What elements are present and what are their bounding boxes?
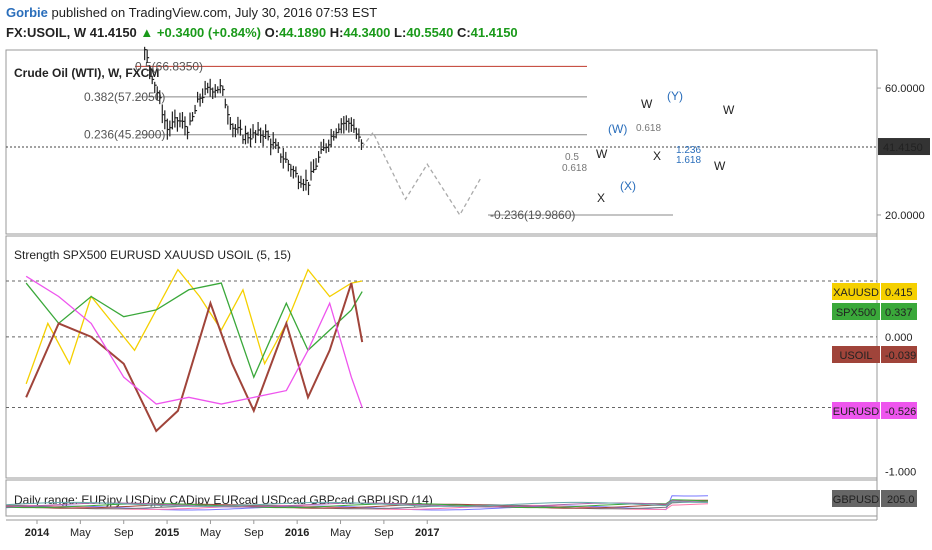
wave-label: W [641,97,653,111]
last-price-badge [878,138,930,156]
strength-series-spx500 [25,282,363,379]
time-axis-label: Sep [374,527,394,539]
series-value-label: 0.337 [885,307,913,319]
publish-text: published on TradingView.com, July 30, 2… [51,5,378,20]
time-axis-label: 2015 [155,527,179,539]
time-axis-label: Sep [244,527,264,539]
series-value-label: -0.526 [885,406,916,418]
symbol-label: FX:USOIL, W [6,25,87,40]
series-value-label: -0.039 [885,350,916,362]
fib-small-label: 1.618 [676,155,701,166]
last-value: 41.4150 [89,25,137,40]
fib-small-label: 0.5 [565,152,579,163]
up-arrow-icon: ▲ [140,25,154,40]
range-name-label: GBPUSD [833,494,880,506]
strength-axis-tick-label: 0.000 [885,332,913,344]
range-name-badge [832,490,880,507]
fib-small-label: 0.618 [636,123,661,134]
time-axis-label: 2017 [415,527,439,539]
projection-path [361,131,483,217]
low-value: 40.5540 [406,25,454,40]
wave-label: W [714,159,726,173]
range-value-label: 205.0 [887,494,915,506]
series-name-label: USOIL [839,350,872,362]
strength-series-xauusd [25,268,363,385]
fib-level-label: -0.236(19.9860) [490,208,575,222]
high-label: H: [329,25,344,40]
time-axis-label: May [200,527,221,539]
price-axis-tick-label: 20.0000 [885,210,925,222]
series-value-badge [881,303,917,320]
wave-label-blue: (W) [608,122,627,136]
series-value-badge [881,346,917,363]
strength-pane-border [5,235,878,479]
price-pane-title: Crude Oil (WTI), W, FXCM [14,66,159,80]
range-series-line [5,499,709,509]
series-name-label: XAUUSD [833,287,879,299]
fib-level-label: 0.382(57.2050) [84,90,165,104]
author-link[interactable]: Gorbie [6,5,48,20]
series-value-badge [881,283,917,300]
fib-level-label: 0.236(45.2900) [84,128,165,142]
price-axis-tick-label: 60.0000 [885,83,925,95]
time-axis-label: May [330,527,351,539]
series-name-badge [832,283,880,300]
strength-pane-title: Strength SPX500 EURUSD XAUUSD USOIL (5, … [14,248,291,262]
fib-small-label: 0.618 [562,163,587,174]
series-name-label: SPX500 [836,307,876,319]
series-value-badge [881,402,917,419]
fib-small-label: 1.236 [676,145,701,156]
change-value: +0.3400 (+0.84%) [156,25,261,40]
open-label: O: [264,25,280,40]
time-axis-label: 2016 [285,527,309,539]
strength-series-eurusd [25,275,363,408]
wave-label: W [723,103,735,117]
strength-series-usoil [25,282,364,433]
high-value: 44.3400 [343,25,391,40]
wave-label-blue: (X) [620,179,636,193]
strength-axis-tick-label: -1.000 [885,466,916,478]
time-axis-label: May [70,527,91,539]
wave-label-blue: (Y) [667,89,683,103]
range-series-line [5,501,708,507]
publish-header: Gorbie published on TradingView.com, Jul… [6,4,377,21]
close-value: 41.4150 [470,25,518,40]
open-value: 44.1890 [279,25,327,40]
time-axis-label: Sep [114,527,134,539]
wave-label: X [653,149,661,163]
wave-label: X [597,191,605,205]
time-axis-label: 2014 [25,527,50,539]
wave-label: W [596,147,608,161]
ohlc-bar: FX:USOIL, W 41.4150 ▲ +0.3400 (+0.84%) O… [6,25,518,40]
range-value-badge [881,490,917,507]
last-price-label: 41.4150 [883,142,923,154]
range-series-line [5,500,709,510]
series-name-badge [832,346,880,363]
series-name-label: EURUSD [833,406,880,418]
series-name-badge [832,303,880,320]
series-value-label: 0.415 [885,287,913,299]
fib-level-label: 0.5(66.8350) [135,59,203,73]
close-label: C: [456,25,471,40]
series-name-badge [832,402,880,419]
low-label: L: [394,25,407,40]
